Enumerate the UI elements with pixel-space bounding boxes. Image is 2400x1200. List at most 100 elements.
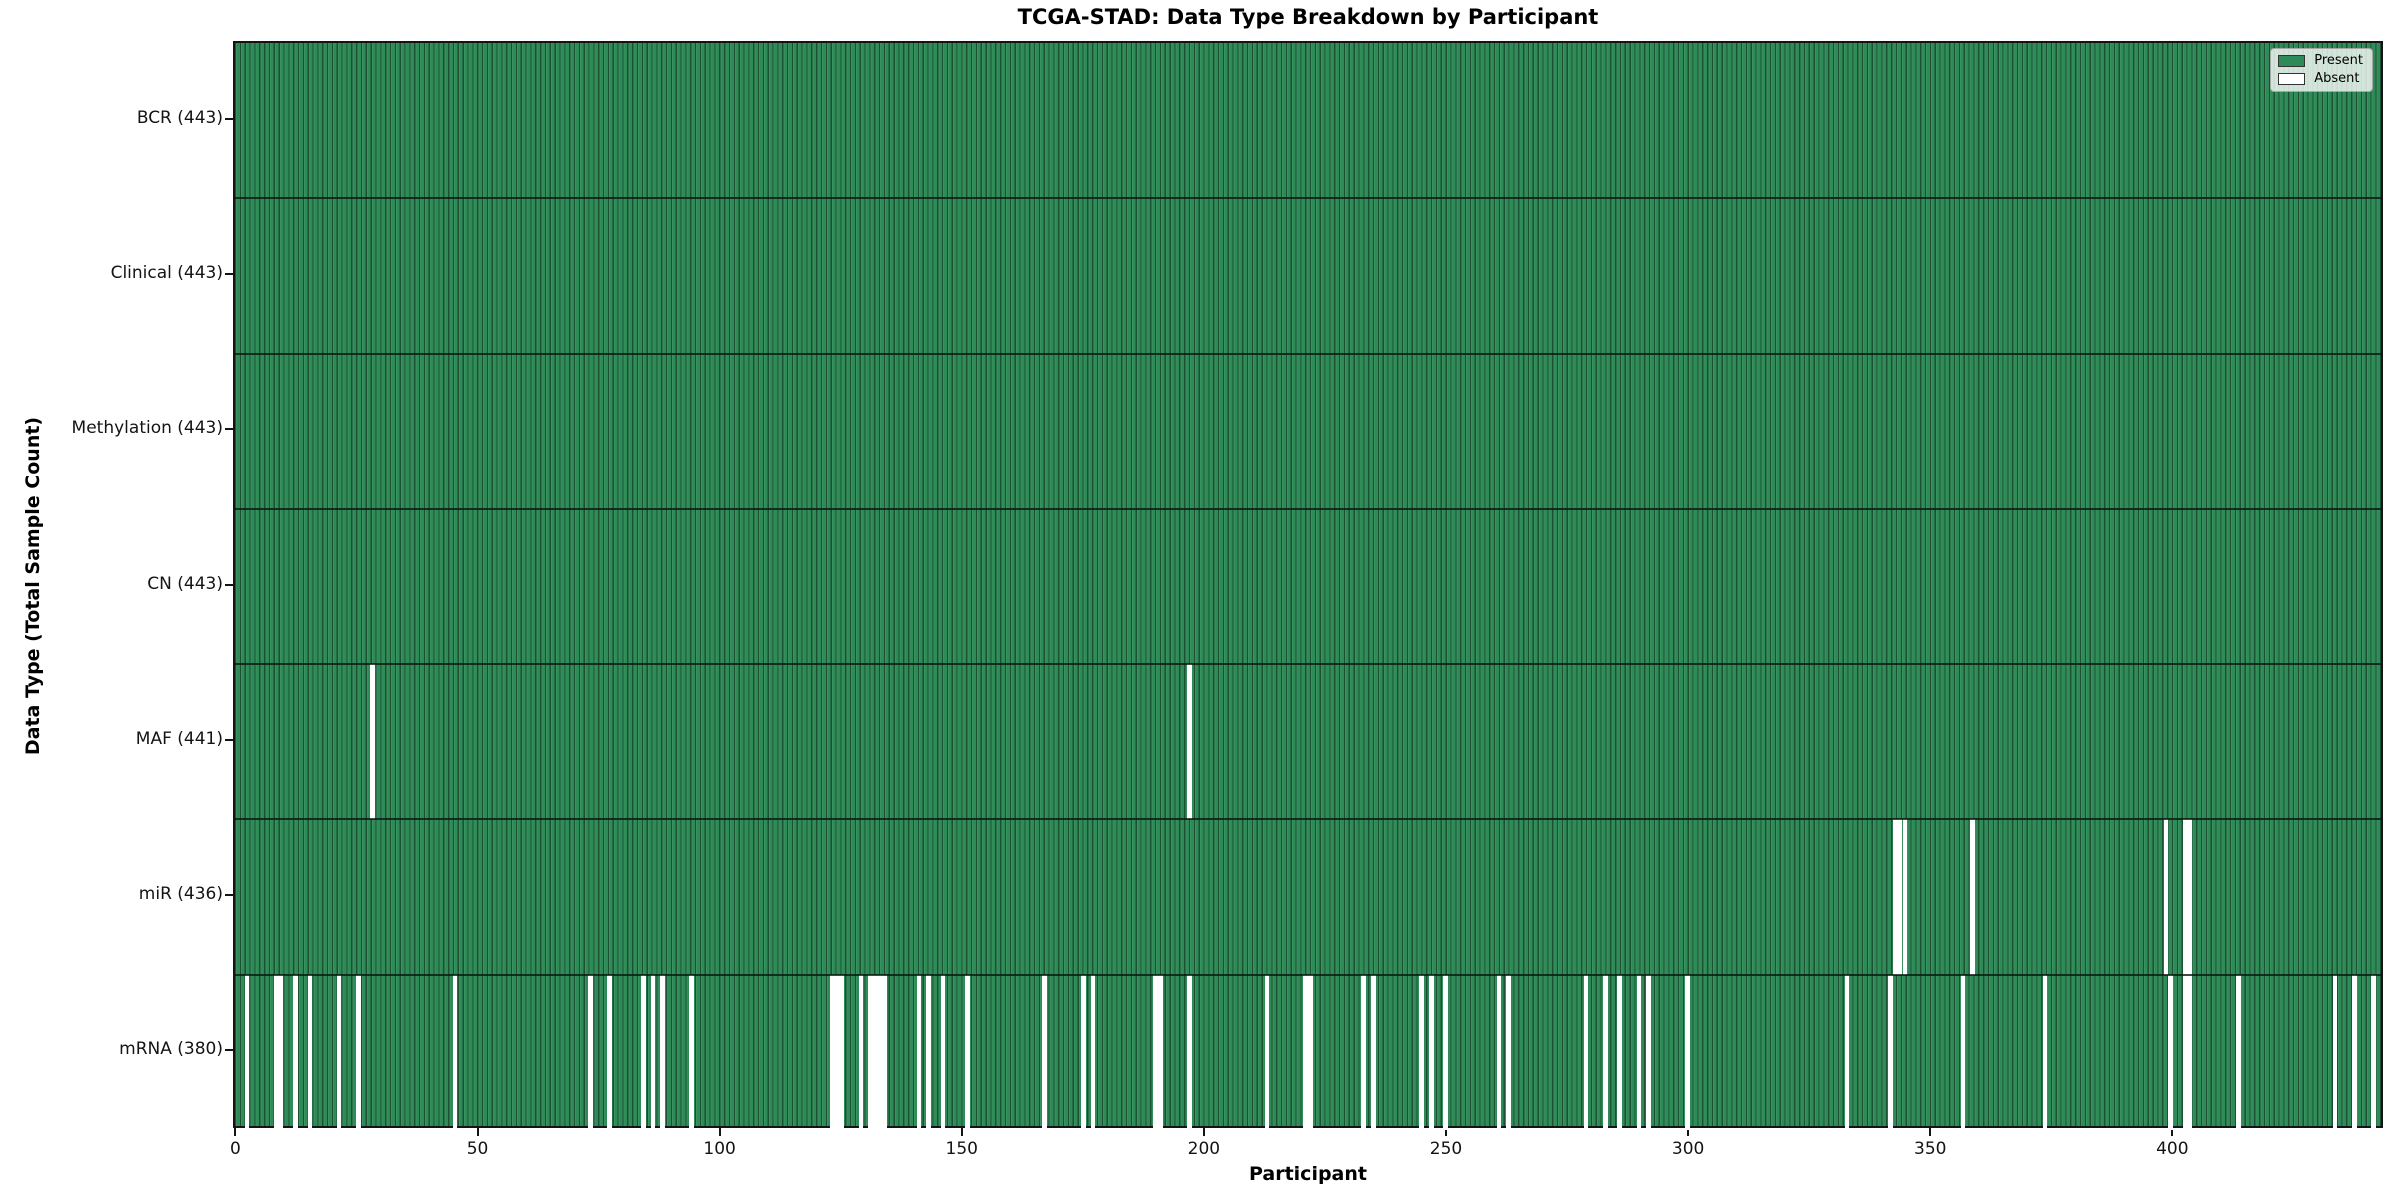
row-boundary [235, 663, 2381, 666]
x-tick-mark [1929, 1128, 1932, 1136]
absent-gap-miR-399 [2163, 819, 2169, 975]
legend-label: Present [2314, 53, 2363, 68]
absent-gap-mRNA-88 [660, 974, 666, 1130]
absent-gap-mRNA-123 [829, 974, 835, 1130]
absent-gap-mRNA-133 [877, 974, 883, 1130]
absent-gap-mRNA-434 [2332, 974, 2338, 1130]
absent-swatch [2278, 72, 2306, 85]
absent-gap-mRNA-261 [1496, 974, 1502, 1130]
y-tick-label-CN: CN (443) [147, 573, 223, 594]
absent-gap-mRNA-279 [1583, 974, 1589, 1130]
absent-gap-mRNA-374 [2042, 974, 2048, 1130]
absent-gap-mRNA-134 [882, 974, 888, 1130]
y-tick-label-mRNA: mRNA (380) [119, 1039, 223, 1060]
absent-gap-mRNA-222 [1308, 974, 1313, 1130]
absent-gap-mRNA-129 [858, 974, 864, 1130]
absent-gap-mRNA-342 [1887, 974, 1893, 1130]
absent-gap-miR-404 [2187, 819, 2193, 975]
y-tick-mark [225, 1049, 233, 1052]
y-tick-mark [225, 428, 233, 431]
absent-gap-mRNA-357 [1960, 974, 1966, 1130]
x-tick-label-400: 400 [2156, 1139, 2189, 1159]
row-boundary [235, 197, 2381, 200]
x-tick-mark [960, 1128, 963, 1136]
absent-gap-mRNA-245 [1419, 974, 1424, 1130]
absent-gap-mRNA-403 [2182, 974, 2188, 1130]
y-tick-mark [225, 738, 233, 741]
absent-gap-mRNA-414 [2236, 974, 2241, 1130]
x-tick-mark [476, 1128, 479, 1136]
absent-gap-mRNA-77 [607, 974, 612, 1130]
absent-gap-mRNA-221 [1303, 974, 1308, 1130]
absent-gap-mRNA-2 [244, 974, 250, 1130]
chart-title: TCGA-STAD: Data Type Breakdown by Partic… [1017, 5, 1599, 29]
x-tick-label-200: 200 [1187, 1139, 1221, 1159]
absent-gap-mRNA-292 [1646, 974, 1652, 1130]
absent-gap-mRNA-300 [1685, 974, 1690, 1130]
absent-gap-miR-343 [1892, 819, 1898, 975]
absent-gap-mRNA-151 [964, 974, 970, 1130]
absent-gap-mRNA-263 [1506, 974, 1511, 1130]
x-tick-mark [1445, 1128, 1447, 1136]
absent-gap-mRNA-9 [278, 974, 284, 1130]
absent-gap-mRNA-125 [839, 974, 844, 1130]
absent-gap-miR-359 [1970, 819, 1975, 975]
absent-gap-mRNA-175 [1080, 974, 1086, 1130]
absent-gap-mRNA-131 [868, 974, 873, 1130]
absent-gap-mRNA-21 [336, 974, 342, 1130]
absent-gap-mRNA-94 [689, 974, 695, 1130]
y-tick-mark [225, 894, 233, 897]
x-axis-label: Participant [1248, 1163, 1367, 1185]
x-tick-mark [1202, 1128, 1205, 1136]
absent-gap-mRNA-400 [2168, 974, 2174, 1130]
absent-gap-mRNA-250 [1443, 974, 1449, 1130]
absent-gap-mRNA-132 [873, 974, 878, 1130]
x-tick-label-250: 250 [1429, 1139, 1463, 1159]
absent-gap-mRNA-146 [940, 974, 946, 1130]
absent-gap-mRNA-190 [1153, 974, 1159, 1130]
x-tick-mark [718, 1128, 721, 1136]
absent-gap-mRNA-442 [2371, 974, 2377, 1130]
row-boundary [235, 818, 2381, 821]
row-boundary [235, 352, 2381, 355]
x-tick-label-100: 100 [703, 1139, 736, 1159]
x-tick-label-50: 50 [466, 1139, 489, 1159]
absent-gap-mRNA-404 [2187, 974, 2193, 1130]
absent-gap-MAF-197 [1187, 664, 1192, 820]
absent-gap-MAF-28 [370, 664, 376, 820]
y-tick-label-Clinical: Clinical (443) [110, 262, 223, 283]
absent-gap-mRNA-177 [1090, 974, 1096, 1130]
absent-gap-mRNA-12 [293, 974, 298, 1130]
y-tick-mark [225, 272, 233, 275]
absent-gap-mRNA-167 [1042, 974, 1047, 1130]
absent-gap-mRNA-197 [1187, 974, 1192, 1130]
absent-gap-mRNA-73 [587, 974, 593, 1130]
absent-gap-mRNA-86 [650, 974, 656, 1130]
x-tick-mark [234, 1128, 237, 1136]
absent-gap-mRNA-438 [2352, 974, 2357, 1130]
absent-gap-mRNA-286 [1617, 974, 1623, 1130]
present-swatch [2278, 54, 2306, 67]
absent-gap-mRNA-141 [916, 974, 922, 1130]
x-tick-mark [1687, 1128, 1690, 1136]
x-tick-label-0: 0 [229, 1139, 241, 1159]
legend: Present Absent [2270, 48, 2373, 92]
absent-gap-mRNA-143 [926, 974, 931, 1130]
absent-gap-mRNA-25 [355, 974, 361, 1130]
x-tick-mark [2171, 1128, 2174, 1136]
y-tick-label-miR: miR (436) [138, 884, 223, 905]
absent-gap-mRNA-84 [641, 974, 646, 1130]
y-tick-mark [225, 117, 233, 120]
x-tick-label-300: 300 [1671, 1139, 1705, 1159]
absent-gap-mRNA-15 [307, 974, 313, 1130]
absent-gap-mRNA-45 [452, 974, 458, 1130]
absent-gap-mRNA-333 [1844, 974, 1850, 1130]
y-tick-label-Methylation: Methylation (443) [71, 418, 223, 439]
y-tick-label-BCR: BCR (443) [136, 107, 223, 128]
x-tick-label-350: 350 [1914, 1139, 1947, 1159]
y-tick-label-MAF: MAF (441) [135, 728, 223, 749]
absent-gap-mRNA-233 [1361, 974, 1366, 1130]
row-boundary [235, 973, 2381, 976]
absent-gap-miR-403 [2182, 819, 2188, 975]
